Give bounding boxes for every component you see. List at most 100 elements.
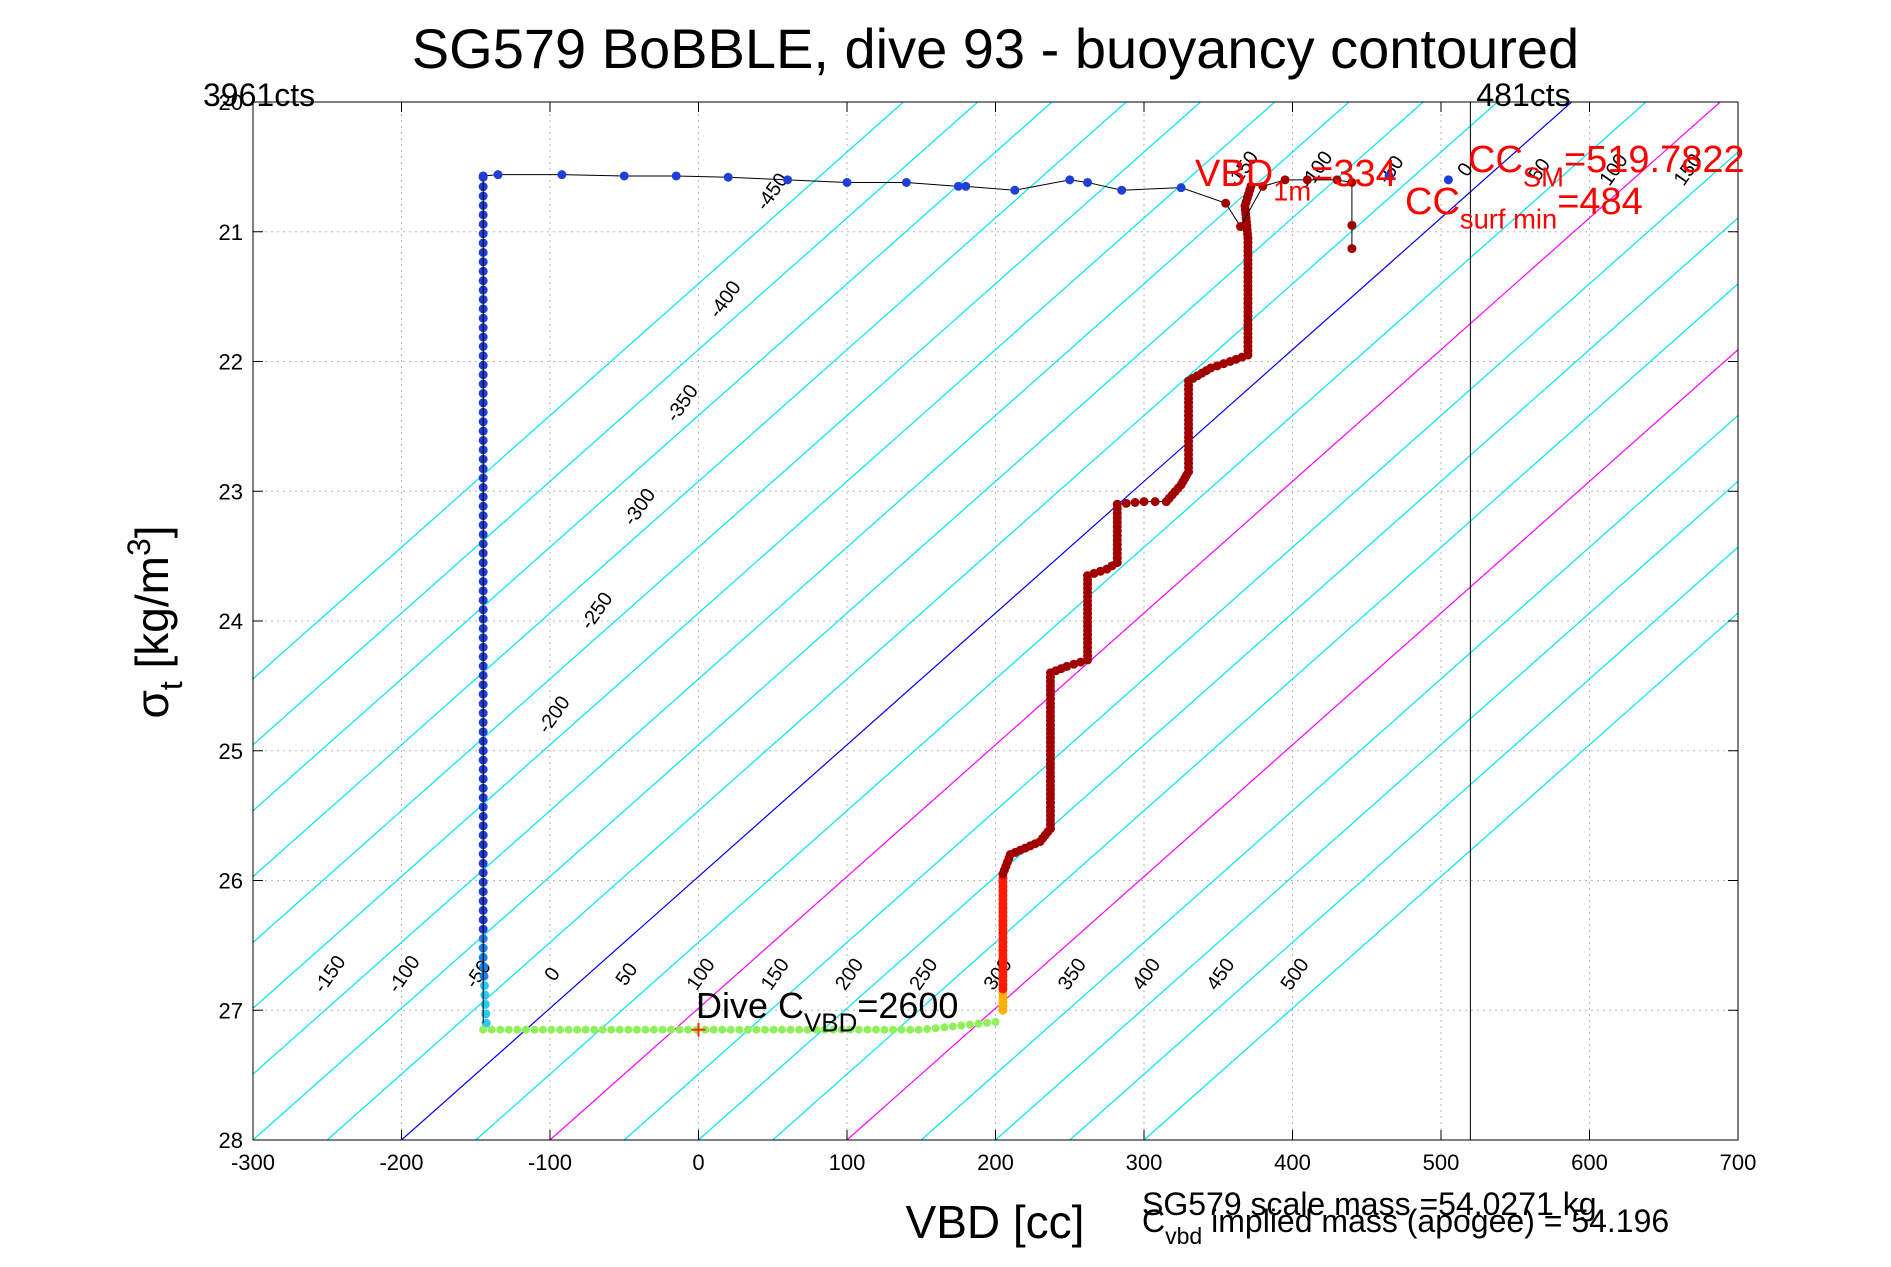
bottom-point	[769, 1026, 777, 1034]
bottom-point	[966, 1021, 974, 1029]
data-point	[843, 178, 852, 187]
data-point	[1010, 186, 1019, 195]
bottom-point	[744, 1026, 752, 1034]
bottom-point	[795, 1026, 803, 1034]
descent-point	[481, 1009, 490, 1018]
bottom-point	[539, 1026, 547, 1034]
bottom-point	[488, 1026, 496, 1034]
y-label-main: σ	[126, 690, 178, 718]
contour-label: -100	[384, 952, 425, 997]
x-tick-label: 500	[1423, 1150, 1460, 1175]
bottom-point	[872, 1026, 880, 1034]
vbd-1m-label-sub: 1m	[1273, 175, 1311, 206]
y-label-units-close: ]	[126, 525, 178, 538]
x-tick-label: 200	[977, 1150, 1014, 1175]
bottom-point	[590, 1026, 598, 1034]
y-axis-label: σt [kg/m3]	[121, 525, 189, 718]
bottom-point	[556, 1026, 564, 1034]
descent-point	[479, 972, 488, 981]
bottom-point	[565, 1026, 573, 1034]
vbd-1m-label-main: VBD	[1195, 153, 1273, 195]
data-point	[783, 175, 792, 184]
contour-label: -50	[461, 956, 496, 992]
cc-sm-label-main: CC	[1468, 139, 1523, 181]
data-point	[672, 171, 681, 180]
data-point	[1347, 221, 1356, 230]
implied-mass-label: Cvbd implied mass (apogee) = 54.196	[1142, 1203, 1669, 1249]
contour-label: 300	[980, 954, 1017, 994]
bottom-point	[752, 1026, 760, 1034]
bottom-point	[880, 1026, 888, 1034]
cc-sm-label-value: =519.7822	[1564, 139, 1745, 181]
x-tick-label: -100	[528, 1150, 572, 1175]
y-tick-label: 23	[219, 479, 243, 504]
bottom-point	[923, 1025, 931, 1033]
data-point	[1347, 244, 1356, 253]
descent-point	[481, 1000, 490, 1009]
bottom-point	[505, 1026, 513, 1034]
cc-surf-label-sub: surf min	[1460, 203, 1557, 234]
contour-label: 0	[540, 964, 564, 986]
x-tick-label: 100	[829, 1150, 866, 1175]
data-point	[1177, 183, 1186, 192]
ascent-point	[1131, 498, 1140, 507]
left-counts-label: 3961cts	[203, 77, 315, 113]
bottom-point	[983, 1019, 991, 1027]
bottom-point	[547, 1026, 555, 1034]
bottom-point	[898, 1026, 906, 1034]
contour-label: -250	[576, 588, 617, 633]
x-tick-label: 700	[1720, 1150, 1757, 1175]
data-point	[902, 178, 911, 187]
x-tick-label: 600	[1571, 1150, 1608, 1175]
y-tick-label: 26	[219, 869, 243, 894]
x-tick-label: 400	[1274, 1150, 1311, 1175]
contour-label: 400	[1128, 954, 1165, 994]
data-point	[557, 170, 566, 179]
contour-label: -400	[705, 277, 746, 322]
cc-surf-label-main: CC	[1405, 181, 1460, 223]
contour-line	[1070, 102, 1891, 1140]
bottom-point	[974, 1020, 982, 1028]
data-point	[724, 173, 733, 182]
y-tick-label: 24	[219, 609, 243, 634]
bottom-point	[633, 1026, 641, 1034]
dive-c-vbd-label-value: =2600	[857, 985, 958, 1026]
bottom-point	[530, 1026, 538, 1034]
contour-label: 350	[1054, 954, 1091, 994]
bottom-point	[992, 1018, 1000, 1026]
bottom-point	[616, 1026, 624, 1034]
bottom-point	[658, 1026, 666, 1034]
data-point	[1065, 175, 1074, 184]
contour-label: 50	[612, 959, 643, 990]
bottom-point	[676, 1026, 684, 1034]
bottom-point	[496, 1026, 504, 1034]
contour-label: -200	[534, 692, 575, 737]
bottom-point	[957, 1022, 965, 1030]
bottom-point	[889, 1026, 897, 1034]
y-tick-label: 28	[219, 1128, 243, 1153]
contour-label: -350	[662, 381, 703, 426]
data-point	[1221, 199, 1230, 208]
bottom-point	[710, 1026, 718, 1034]
bottom-point	[863, 1026, 871, 1034]
data-point	[620, 171, 629, 180]
implied-mass-label-value: implied mass (apogee) = 54.196	[1202, 1203, 1669, 1239]
data-point	[1083, 178, 1092, 187]
vbd-1m-label-value: =334	[1311, 153, 1397, 195]
y-tick-label: 22	[219, 350, 243, 375]
bottom-point	[641, 1026, 649, 1034]
bottom-point	[607, 1026, 615, 1034]
y-tick-label: 25	[219, 739, 243, 764]
data-point	[1117, 186, 1126, 195]
bottom-point	[624, 1026, 632, 1034]
data-point	[961, 182, 970, 191]
bottom-point	[915, 1026, 923, 1034]
data-point	[479, 171, 488, 180]
y-label-sup: 3	[121, 538, 157, 556]
ascent-point	[1151, 497, 1160, 506]
bottom-point	[513, 1026, 521, 1034]
bottom-point	[727, 1026, 735, 1034]
y-label-units: [kg/m	[126, 556, 178, 681]
